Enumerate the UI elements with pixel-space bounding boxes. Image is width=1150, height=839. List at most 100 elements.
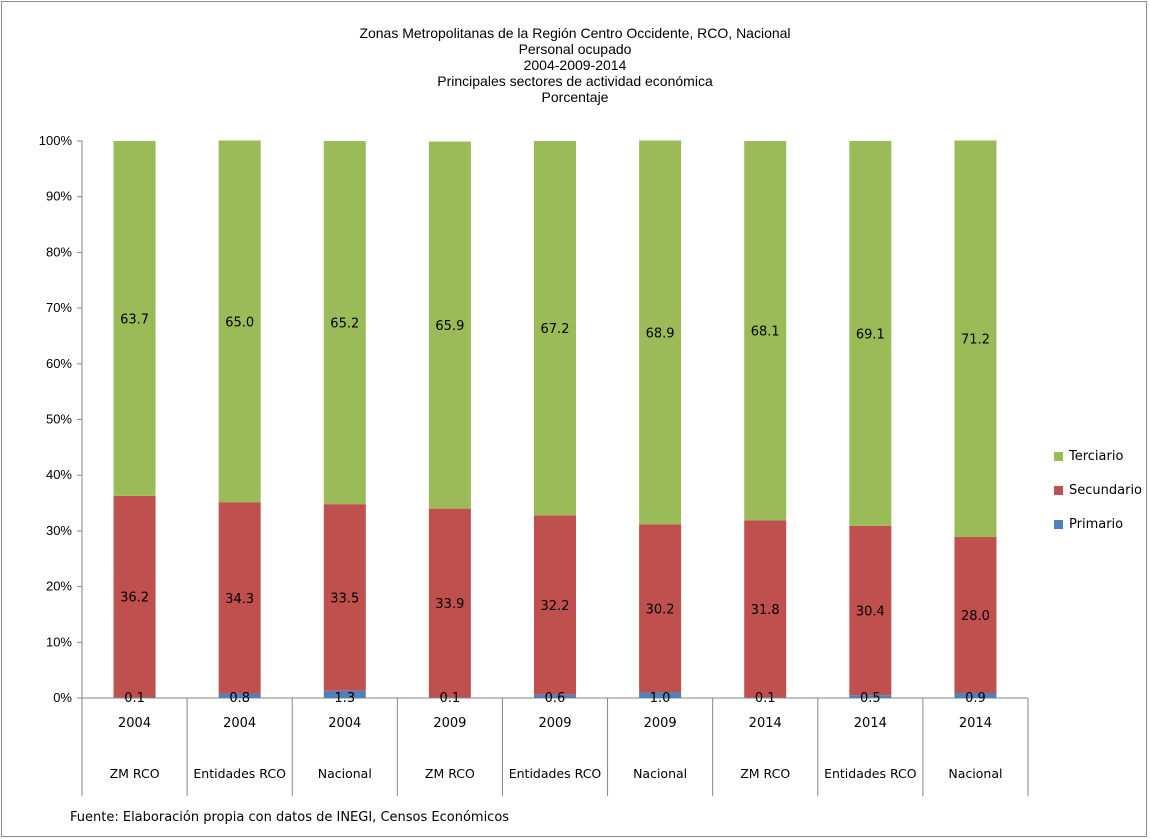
x-category-group-label: ZM RCO <box>425 766 475 781</box>
legend-swatch-primario <box>1054 519 1063 529</box>
bar-segment-secundario <box>428 508 471 698</box>
data-label-secundario: 33.9 <box>435 597 464 612</box>
x-category-year-label: 2004 <box>328 716 361 731</box>
data-label-terciario: 65.9 <box>435 319 464 334</box>
data-label-secundario: 28.0 <box>961 609 990 624</box>
y-tick-label: 100% <box>39 133 73 148</box>
data-label-primario: 1.3 <box>334 691 355 706</box>
source-note: Fuente: Elaboración propia con datos de … <box>70 810 510 825</box>
data-label-primario: 0.9 <box>965 691 986 706</box>
data-label-secundario: 36.2 <box>120 591 149 606</box>
data-label-primario: 0.8 <box>229 691 250 706</box>
bar-segment-terciario <box>218 140 261 503</box>
data-label-secundario: 31.8 <box>751 603 780 618</box>
data-label-secundario: 33.5 <box>330 591 359 606</box>
x-category-year-label: 2014 <box>749 716 782 731</box>
chart-title-line-3: 2004-2009-2014 <box>523 57 627 73</box>
legend-item-primario: Primario <box>1054 507 1142 541</box>
data-label-terciario: 65.2 <box>330 317 359 332</box>
bar-segment-terciario <box>849 141 892 526</box>
y-tick-label: 30% <box>46 523 72 538</box>
chart-title-line-2: Personal ocupado <box>518 41 632 57</box>
bar-segment-secundario <box>323 504 366 691</box>
x-category-group-label: Nacional <box>948 766 1002 781</box>
bar-segment-secundario <box>218 502 261 694</box>
legend-label-terciario: Terciario <box>1069 448 1124 464</box>
bar-segment-primario <box>218 693 261 698</box>
bar-segment-primario <box>534 694 576 698</box>
data-label-terciario: 63.7 <box>120 312 149 327</box>
bar-segment-terciario <box>113 141 156 496</box>
data-label-secundario: 32.2 <box>541 599 570 614</box>
legend-item-terciario: Terciario <box>1054 439 1142 473</box>
bar-segment-secundario <box>849 525 892 696</box>
data-label-terciario: 65.0 <box>225 315 254 330</box>
x-category-group-label: Entidades RCO <box>193 766 286 781</box>
y-tick-label: 40% <box>46 467 72 482</box>
y-tick-label: 70% <box>46 300 72 315</box>
y-tick-label: 60% <box>46 356 72 371</box>
data-label-terciario: 67.2 <box>541 322 570 337</box>
y-tick-label: 0% <box>53 690 72 705</box>
chart-title-line-4: Principales sectores de actividad económ… <box>437 73 713 89</box>
bar-segment-secundario <box>534 515 576 695</box>
chart-title-line-5: Porcentaje <box>541 89 609 105</box>
data-label-secundario: 34.3 <box>225 592 254 607</box>
bar-segment-primario <box>639 692 682 698</box>
chart-title-line-1: Zonas Metropolitanas de la Región Centro… <box>359 25 791 41</box>
bar-segment-terciario <box>639 140 682 525</box>
data-label-primario: 0.1 <box>440 691 461 706</box>
bar-segment-primario <box>744 697 787 698</box>
data-label-secundario: 30.4 <box>856 605 885 620</box>
data-label-primario: 0.5 <box>860 691 881 706</box>
data-label-primario: 0.6 <box>545 691 566 706</box>
data-label-terciario: 69.1 <box>856 327 885 342</box>
bar-segment-secundario <box>639 524 682 693</box>
bar-segment-terciario <box>534 141 576 516</box>
data-label-primario: 0.1 <box>755 691 776 706</box>
x-category-year-label: 2014 <box>959 716 992 731</box>
bar-segment-terciario <box>744 141 787 521</box>
x-category-year-label: 2009 <box>538 716 571 731</box>
bar-segment-secundario <box>954 537 997 693</box>
data-label-secundario: 30.2 <box>646 602 675 617</box>
x-category-year-label: 2009 <box>644 716 677 731</box>
x-category-group-label: ZM RCO <box>110 766 160 781</box>
legend-swatch-secundario <box>1054 485 1063 495</box>
bar-segment-terciario <box>428 141 471 509</box>
y-tick-label: 80% <box>46 244 72 259</box>
data-label-terciario: 71.2 <box>961 333 990 348</box>
x-category-year-label: 2014 <box>854 716 887 731</box>
x-category-group-label: ZM RCO <box>740 766 790 781</box>
x-category-group-label: Nacional <box>633 766 687 781</box>
x-category-year-label: 2004 <box>223 716 256 731</box>
bar-segment-terciario <box>323 141 366 505</box>
legend-label-secundario: Secundario <box>1069 482 1143 498</box>
bar-segment-primario <box>849 695 892 698</box>
bar-segment-secundario <box>113 495 156 698</box>
x-category-group-label: Entidades RCO <box>509 766 602 781</box>
bar-segment-secundario <box>744 520 787 698</box>
bar-segment-primario <box>428 697 471 698</box>
data-label-primario: 1.0 <box>650 691 671 706</box>
y-tick-label: 10% <box>46 634 72 649</box>
data-label-primario: 0.1 <box>124 691 145 706</box>
y-tick-label: 50% <box>46 412 72 427</box>
x-category-group-label: Entidades RCO <box>824 766 917 781</box>
y-tick-label: 90% <box>46 189 72 204</box>
legend-item-secundario: Secundario <box>1054 473 1142 507</box>
x-category-year-label: 2009 <box>433 716 466 731</box>
bar-segment-primario <box>113 697 156 698</box>
y-tick-label: 20% <box>46 579 72 594</box>
bar-segment-primario <box>323 690 366 698</box>
legend: Terciario Secundario Primario <box>1054 439 1142 541</box>
legend-swatch-terciario <box>1054 451 1063 461</box>
bar-segment-terciario <box>954 140 997 538</box>
legend-label-primario: Primario <box>1069 516 1124 532</box>
x-category-year-label: 2004 <box>118 716 151 731</box>
data-label-terciario: 68.1 <box>751 325 780 340</box>
x-category-group-label: Nacional <box>318 766 372 781</box>
data-label-terciario: 68.9 <box>646 326 675 341</box>
